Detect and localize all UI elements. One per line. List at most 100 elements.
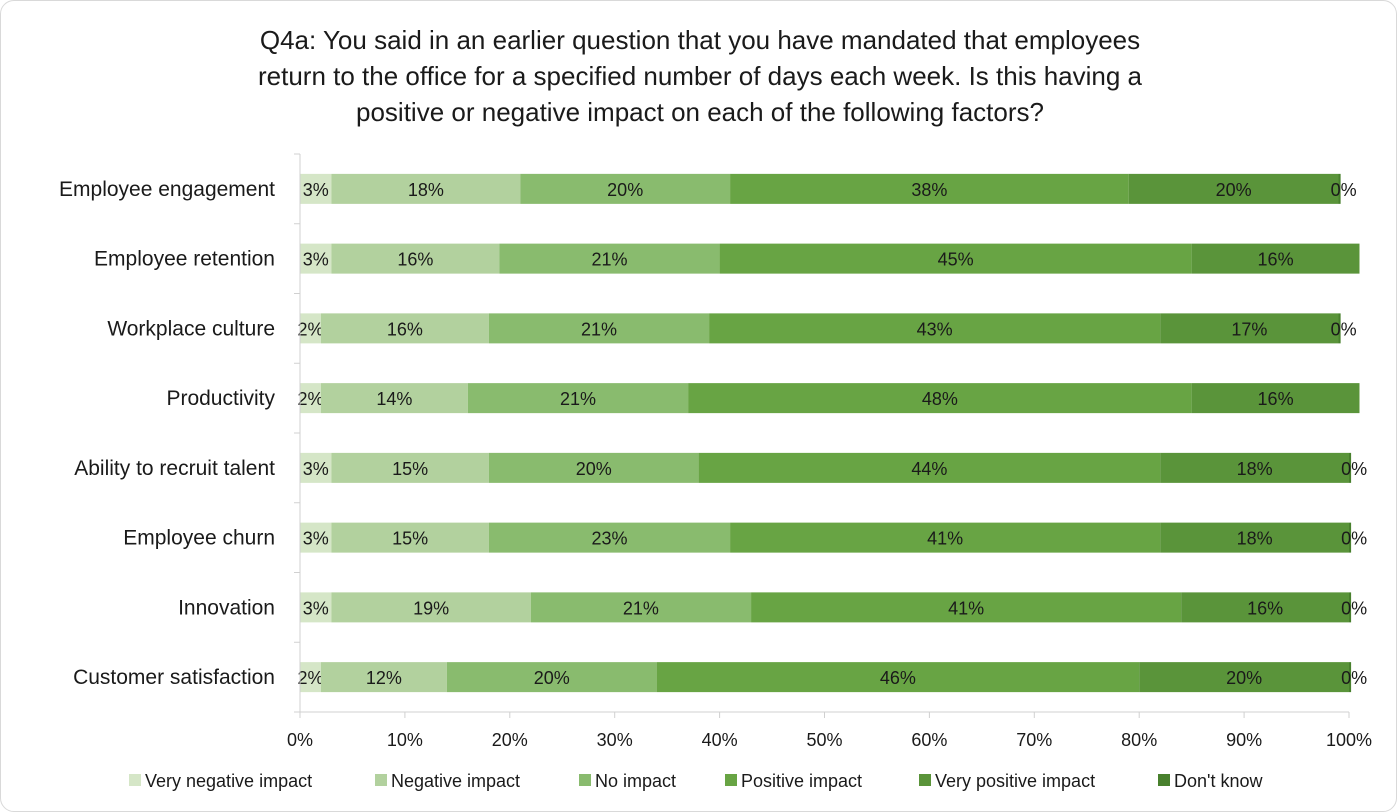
category-label: Employee engagement [59, 178, 275, 201]
bar-segment [499, 243, 720, 274]
bar-segment [530, 592, 752, 623]
legend-label: Very negative impact [145, 771, 312, 791]
bar-segment [1191, 243, 1360, 274]
data-label: 3% [303, 529, 329, 549]
data-label: 21% [581, 319, 617, 339]
bar-segment [709, 313, 1161, 344]
bar-segment [520, 173, 731, 204]
legend-swatch [129, 774, 141, 786]
data-label: 16% [397, 250, 433, 270]
category-label: Customer satisfaction [73, 666, 275, 689]
category-label: Workplace culture [107, 317, 275, 340]
data-label: 3% [303, 250, 329, 270]
bar-segment [1349, 452, 1352, 483]
data-label: 44% [911, 459, 947, 479]
data-label: 2% [297, 319, 323, 339]
bar-segment [730, 522, 1161, 553]
legend-label: No impact [595, 771, 676, 791]
data-label: 3% [303, 180, 329, 200]
data-label: 2% [297, 389, 323, 409]
data-label: 2% [297, 668, 323, 688]
bar-segment [300, 662, 321, 693]
data-label: 0% [1341, 529, 1367, 549]
bar-segment [488, 452, 699, 483]
data-label: 0% [1341, 459, 1367, 479]
data-label: 16% [1258, 389, 1294, 409]
x-tick-label: 90% [1226, 730, 1262, 750]
data-label: 18% [408, 180, 444, 200]
category-label: Employee churn [123, 527, 275, 550]
legend-swatch [919, 774, 931, 786]
chart-title-line: Q4a: You said in an earlier question tha… [259, 25, 1141, 55]
bar-segment [300, 173, 332, 204]
data-label: 16% [1247, 598, 1283, 618]
data-label: 0% [1331, 319, 1357, 339]
bar-segment [331, 592, 531, 623]
data-label: 43% [917, 319, 953, 339]
data-label: 20% [534, 668, 570, 688]
data-label: 20% [1226, 668, 1262, 688]
data-label: 16% [387, 319, 423, 339]
bar-segment [698, 452, 1161, 483]
legend-swatch [579, 774, 591, 786]
chart-title-line: return to the office for a specified num… [257, 61, 1142, 91]
bar-segment [1338, 173, 1341, 204]
bar-segment [488, 313, 710, 344]
data-label: 16% [1258, 250, 1294, 270]
bar-segment [320, 313, 489, 344]
data-label: 20% [1216, 180, 1252, 200]
bar-segment [1349, 662, 1352, 693]
data-label: 15% [392, 529, 428, 549]
x-tick-label: 70% [1016, 730, 1052, 750]
data-label: 20% [607, 180, 643, 200]
bar-segment [300, 313, 321, 344]
data-label: 48% [922, 389, 958, 409]
category-label: Productivity [166, 387, 275, 410]
legend-label: Don't know [1174, 771, 1263, 791]
legend-label: Positive impact [741, 771, 862, 791]
data-label: 19% [413, 598, 449, 618]
bar-segment [1181, 592, 1349, 623]
bar-segment [331, 522, 489, 553]
data-label: 17% [1231, 319, 1267, 339]
x-tick-label: 50% [806, 730, 842, 750]
category-label: Ability to recruit talent [74, 457, 275, 480]
bar-segment [300, 452, 332, 483]
category-label: Employee retention [94, 248, 275, 271]
bar-segment [1128, 173, 1339, 204]
data-label: 38% [911, 180, 947, 200]
legend-label: Negative impact [391, 771, 520, 791]
data-label: 20% [576, 459, 612, 479]
data-label: 21% [560, 389, 596, 409]
bar-segment [751, 592, 1182, 623]
data-label: 14% [376, 389, 412, 409]
bar-segment [1349, 522, 1352, 553]
bar-segment [467, 383, 689, 414]
x-tick-label: 10% [387, 730, 423, 750]
bar-segment [1160, 313, 1339, 344]
bar-segment [300, 243, 332, 274]
bar-segment [320, 383, 468, 414]
data-label: 0% [1341, 668, 1367, 688]
bar-segment [1349, 592, 1352, 623]
data-label: 12% [366, 668, 402, 688]
chart-title: Q4a: You said in an earlier question tha… [100, 22, 1300, 130]
bar-segment [331, 173, 521, 204]
data-label: 18% [1237, 459, 1273, 479]
category-label: Innovation [178, 596, 275, 619]
data-label: 18% [1237, 529, 1273, 549]
data-label: 0% [1331, 180, 1357, 200]
bar-segment [1160, 522, 1349, 553]
bar-segment [300, 592, 332, 623]
data-label: 45% [938, 250, 974, 270]
bar-segment [1139, 662, 1349, 693]
bar-segment [300, 383, 321, 414]
legend-swatch [375, 774, 387, 786]
bar-segment [730, 173, 1129, 204]
data-label: 41% [948, 598, 984, 618]
data-label: 21% [623, 598, 659, 618]
bar-segment [1191, 383, 1360, 414]
legend-swatch [1158, 774, 1170, 786]
legend-label: Very positive impact [935, 771, 1095, 791]
x-tick-label: 20% [492, 730, 528, 750]
